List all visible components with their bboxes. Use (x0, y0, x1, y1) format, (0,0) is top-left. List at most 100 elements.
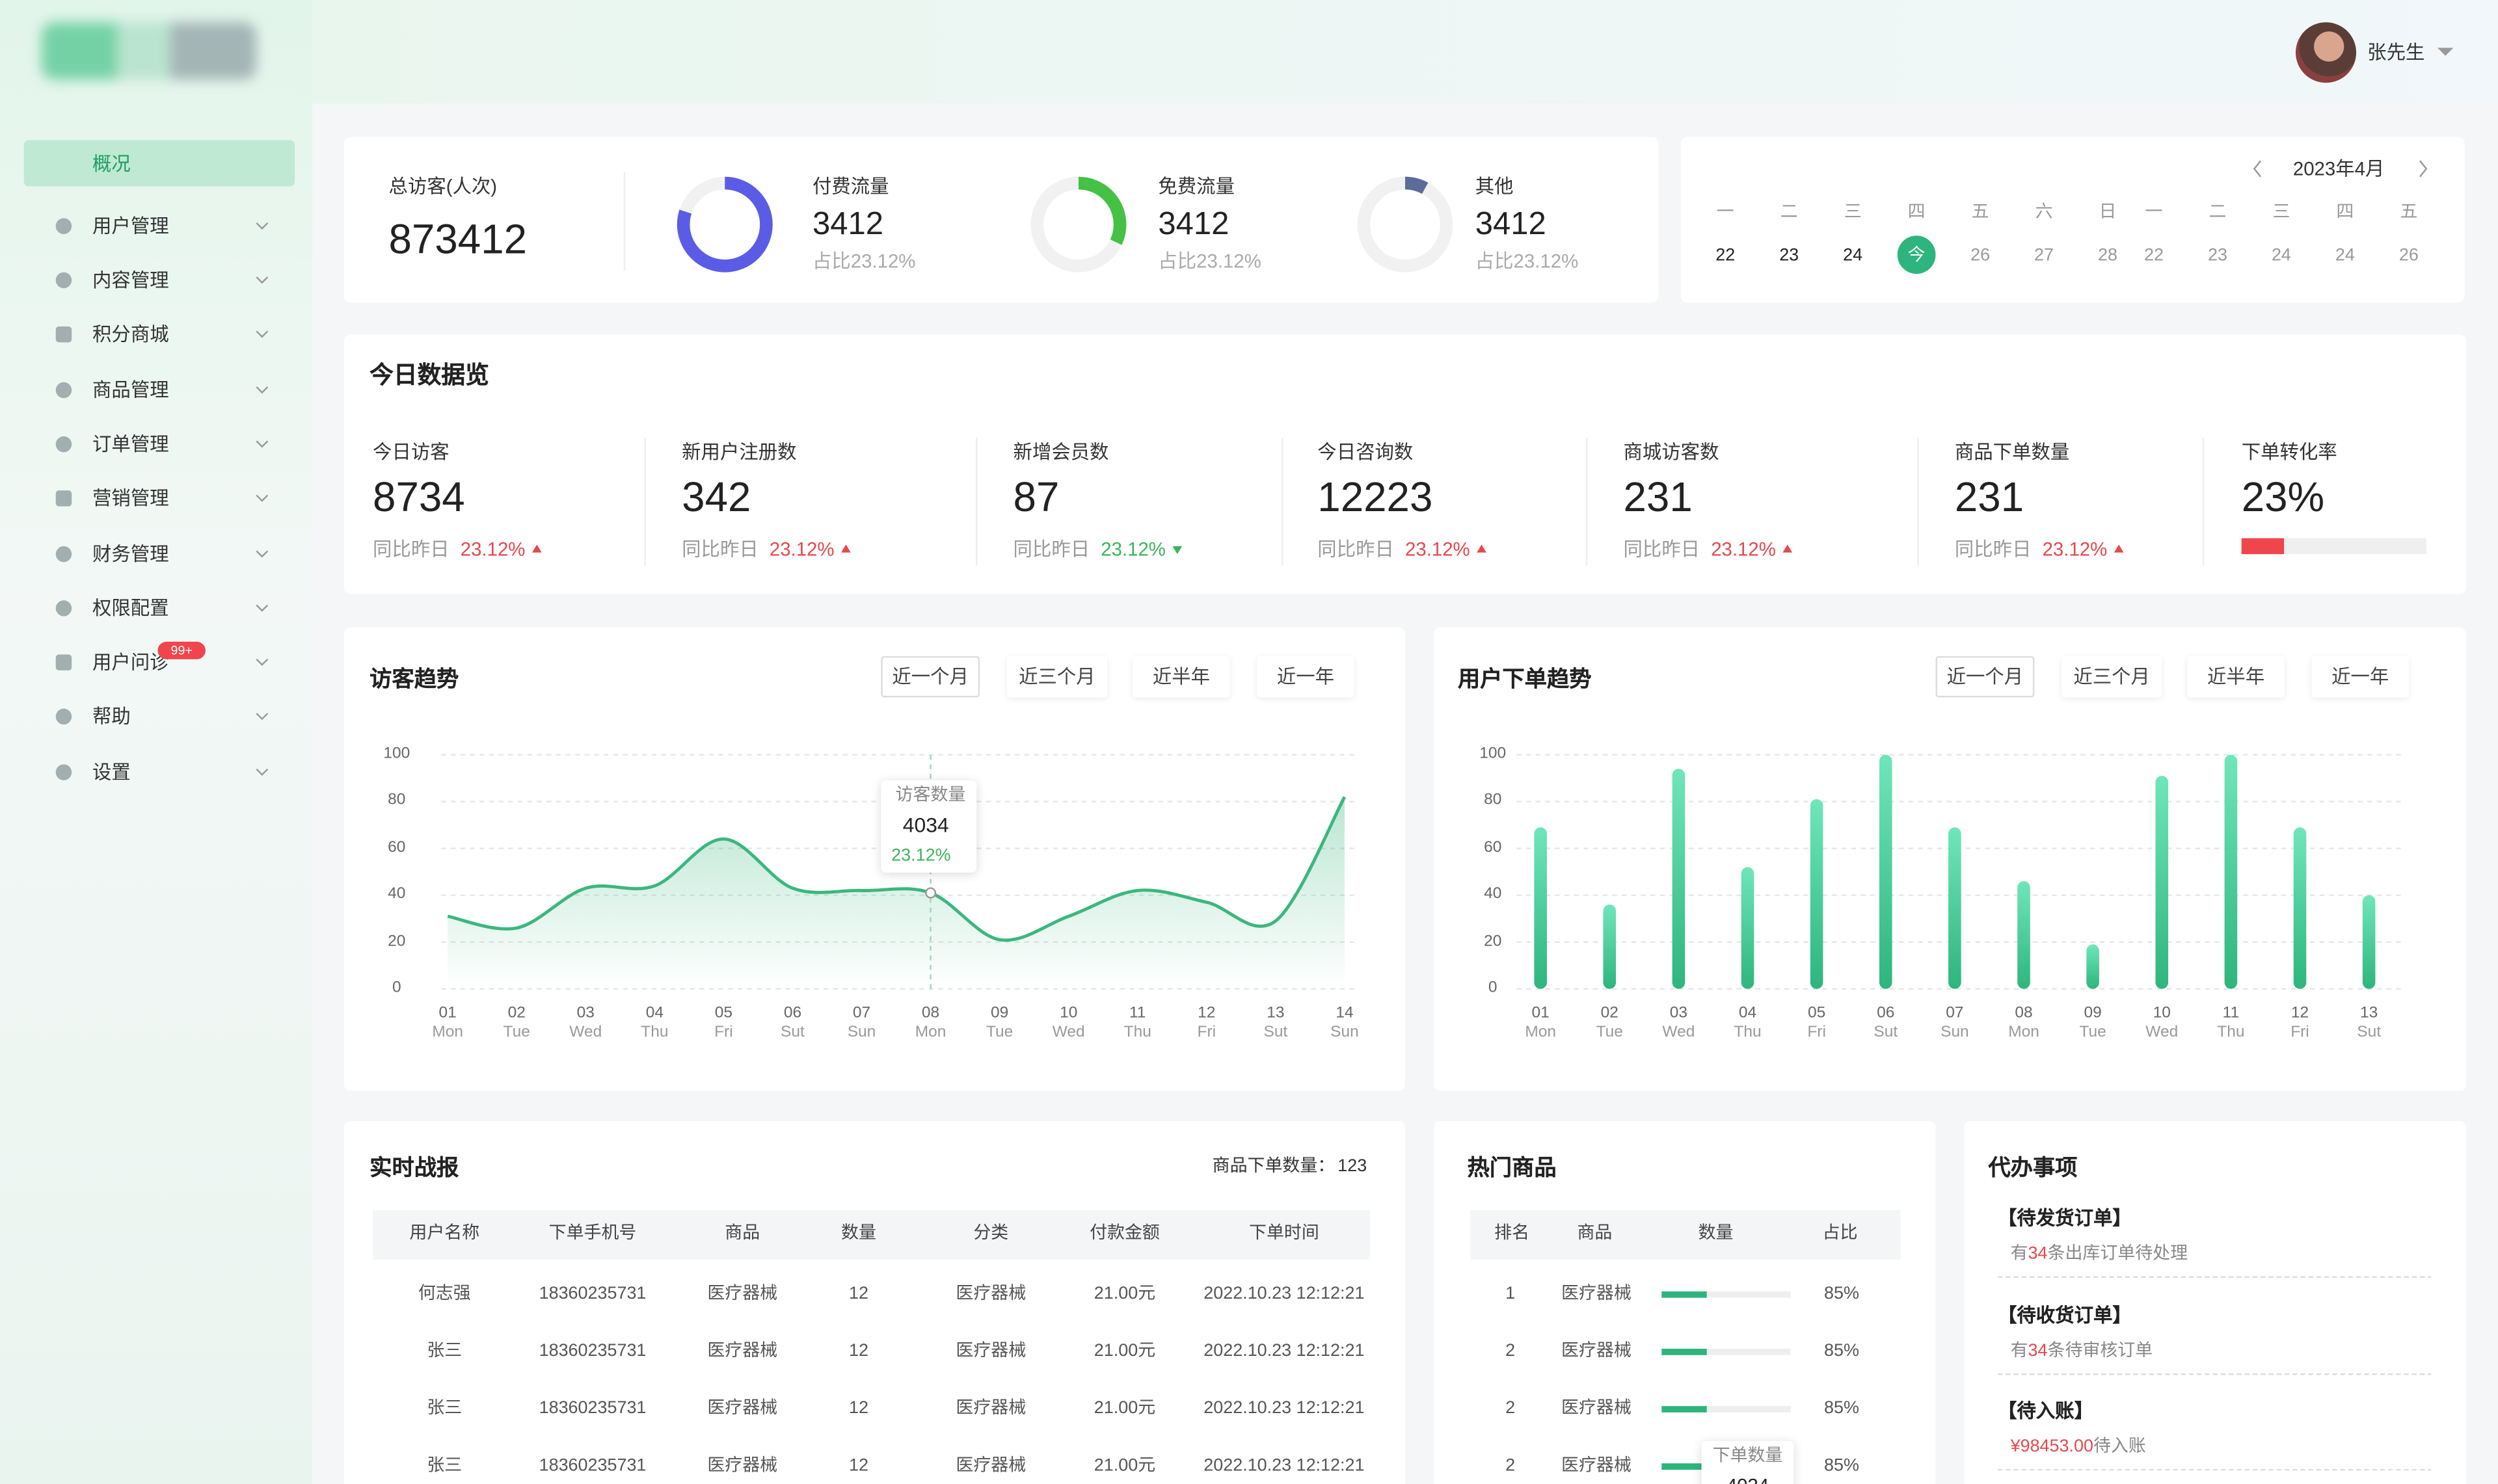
todo-desc: 有34条待审核订单 (2011, 1341, 2153, 1361)
range-tab-label[interactable]: 近一个月 (1946, 665, 2024, 688)
share: 85% (1824, 1284, 1859, 1304)
menu-icon (55, 382, 72, 399)
calendar-day[interactable]: 24 (2271, 246, 2291, 265)
todo-text: 34 (2028, 1341, 2048, 1361)
calendar-day[interactable]: 28 (2098, 246, 2118, 265)
range-tab[interactable] (2061, 656, 2162, 698)
calendar-day[interactable]: 26 (2398, 246, 2419, 265)
stat-value: 231 (1623, 473, 1693, 521)
user-name[interactable]: 张先生 (2367, 41, 2425, 64)
menu-chevron (256, 276, 269, 284)
range-tab[interactable] (1935, 656, 2035, 698)
range-tab[interactable] (2311, 656, 2409, 698)
todo-item-title[interactable]: 【待收货订单】 (1998, 1304, 2132, 1327)
x-tick-label: 02 (1600, 1005, 1618, 1023)
column-header: 下单时间 (1249, 1223, 1319, 1243)
source-value: 3412 (1475, 207, 1546, 243)
menu-item[interactable]: 用户管理 (92, 215, 169, 237)
menu-item[interactable]: 商品管理 (92, 378, 169, 402)
table-cell: 18360235731 (539, 1456, 647, 1476)
menu-item[interactable]: 内容管理 (92, 269, 169, 292)
stat-value: 231 (1954, 473, 2024, 521)
table-cell: 12 (849, 1399, 869, 1418)
calendar-day[interactable]: 22 (2144, 246, 2164, 265)
progress-bar (2241, 538, 2285, 555)
menu-item[interactable]: 帮助 (92, 705, 131, 728)
trend-arrow (1477, 544, 1486, 553)
overview-title: 今日数据览 (369, 362, 489, 390)
range-tab[interactable] (2187, 656, 2285, 698)
menu-item[interactable]: 设置 (92, 761, 131, 784)
todo-desc: ¥98453.00待入账 (2011, 1438, 2146, 1456)
source-share: 占比23.12% (1158, 250, 1261, 272)
hot-card (1434, 1120, 1936, 1484)
menu-item[interactable]: 积分商城 (92, 323, 169, 346)
range-tab[interactable] (1006, 656, 1108, 698)
y-tick-label: 40 (388, 885, 406, 903)
range-tab[interactable] (1257, 656, 1354, 698)
todo-item-title[interactable]: 【待入账】 (1998, 1399, 2093, 1422)
calendar-day[interactable]: 今 (1907, 246, 1926, 265)
user-caret (2437, 47, 2454, 56)
bar (2086, 944, 2099, 989)
menu-icon (55, 600, 72, 616)
amount-track (1661, 1406, 1791, 1412)
avatar[interactable] (2295, 22, 2357, 83)
menu-item[interactable]: 财务管理 (92, 542, 169, 566)
range-tab-label[interactable]: 近一个月 (892, 665, 969, 688)
menu-chevron (256, 222, 269, 230)
calendar-day[interactable]: 23 (1779, 246, 1799, 265)
trend-arrow (2114, 544, 2124, 553)
menu-chevron (256, 713, 269, 721)
y-tick-label: 100 (1479, 745, 1507, 763)
stat-value: 23% (2241, 473, 2325, 521)
x-tick-label: 09 (2084, 1005, 2102, 1023)
weekday: 五 (2400, 203, 2418, 222)
calendar-day[interactable]: 27 (2034, 246, 2054, 265)
range-tab-label[interactable]: 近半年 (1152, 665, 1211, 688)
table-cell: 2022.10.23 12:12:21 (1203, 1284, 1365, 1304)
table-cell: 张三 (427, 1341, 463, 1361)
range-tab-label[interactable]: 近一年 (2331, 665, 2389, 688)
bar (1672, 769, 1685, 989)
calendar-day[interactable]: 24 (1843, 246, 1863, 265)
x-tick-label: 01 (438, 1005, 457, 1023)
range-tab[interactable] (881, 656, 980, 698)
bar (1603, 905, 1617, 989)
range-tab-label[interactable]: 近三个月 (2073, 665, 2150, 688)
meta-label: 商品下单数量： (1212, 1156, 1336, 1176)
menu-item[interactable]: 用户问诊 (92, 651, 169, 674)
source-label: 其他 (1475, 175, 1514, 198)
menu-item[interactable]: 订单管理 (92, 433, 169, 456)
summary-card (343, 137, 1659, 303)
calendar-day[interactable]: 23 (2207, 246, 2227, 265)
range-tab[interactable] (1133, 656, 1230, 698)
todo-text: 34 (2028, 1244, 2048, 1264)
calendar-day[interactable]: 26 (1970, 246, 1991, 265)
x-tick-weekday: Thu (641, 1024, 669, 1042)
menu-icon (55, 546, 72, 563)
calendar-day[interactable]: 22 (1715, 246, 1736, 265)
menu-item[interactable]: 营销管理 (92, 487, 169, 510)
x-tick-weekday: Sun (1330, 1024, 1359, 1042)
stat-change: 23.12% (1405, 538, 1470, 561)
x-tick-label: 07 (852, 1005, 871, 1023)
rank: 2 (1505, 1456, 1516, 1476)
table-header (1470, 1210, 1901, 1260)
x-tick-label: 05 (1808, 1005, 1826, 1023)
x-tick-weekday: Wed (1052, 1024, 1085, 1042)
range-tab-label[interactable]: 近三个月 (1019, 665, 1095, 688)
menu-item[interactable]: 权限配置 (92, 597, 169, 620)
table-cell: 21.00元 (1094, 1284, 1156, 1304)
stat-compare: 同比昨日 (1954, 538, 2032, 561)
todo-item-title[interactable]: 【待发货订单】 (1998, 1207, 2132, 1230)
hot-tooltip (1701, 1441, 1794, 1484)
menu-item[interactable]: 概况 (92, 153, 131, 176)
stat-label: 商品下单数量 (1954, 441, 2070, 464)
tooltip-value: 4034 (902, 813, 949, 837)
share: 85% (1824, 1456, 1859, 1476)
calendar-day[interactable]: 24 (2335, 246, 2355, 265)
range-tab-label[interactable]: 近一年 (1276, 665, 1335, 688)
donut-track (1357, 176, 1453, 272)
range-tab-label[interactable]: 近半年 (2207, 665, 2265, 688)
